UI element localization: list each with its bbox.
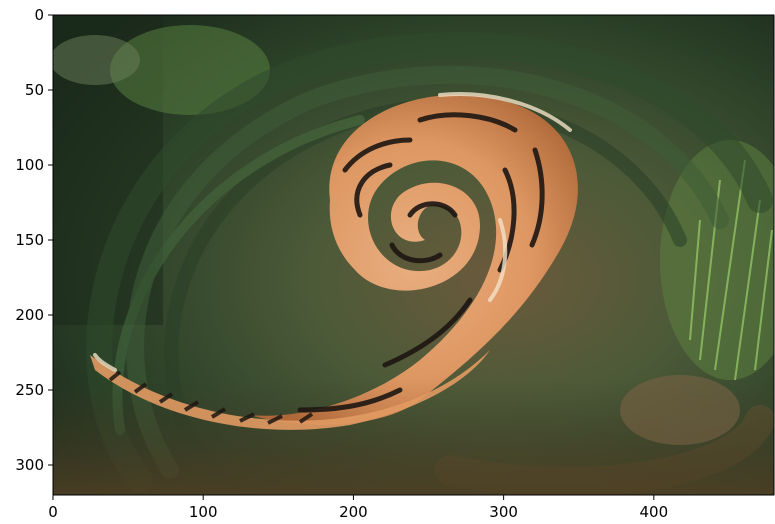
- y-axis: 0 50 100 150 200 250 300: [15, 6, 53, 474]
- y-tick-label: 100: [15, 156, 44, 174]
- y-tick-label: 150: [15, 231, 44, 249]
- x-tick-label: 400: [640, 503, 669, 521]
- y-tick-label: 50: [25, 81, 44, 99]
- y-tick-label: 200: [15, 306, 44, 324]
- y-tick-label: 300: [15, 456, 44, 474]
- image-content: [50, 15, 775, 495]
- y-tick-label: 250: [15, 381, 44, 399]
- x-axis: 0 100 200 300 400: [48, 495, 668, 521]
- x-tick-label: 0: [48, 503, 58, 521]
- y-tick-label: 0: [34, 6, 44, 24]
- x-tick-label: 200: [339, 503, 368, 521]
- x-tick-label: 300: [489, 503, 518, 521]
- x-tick-label: 100: [189, 503, 218, 521]
